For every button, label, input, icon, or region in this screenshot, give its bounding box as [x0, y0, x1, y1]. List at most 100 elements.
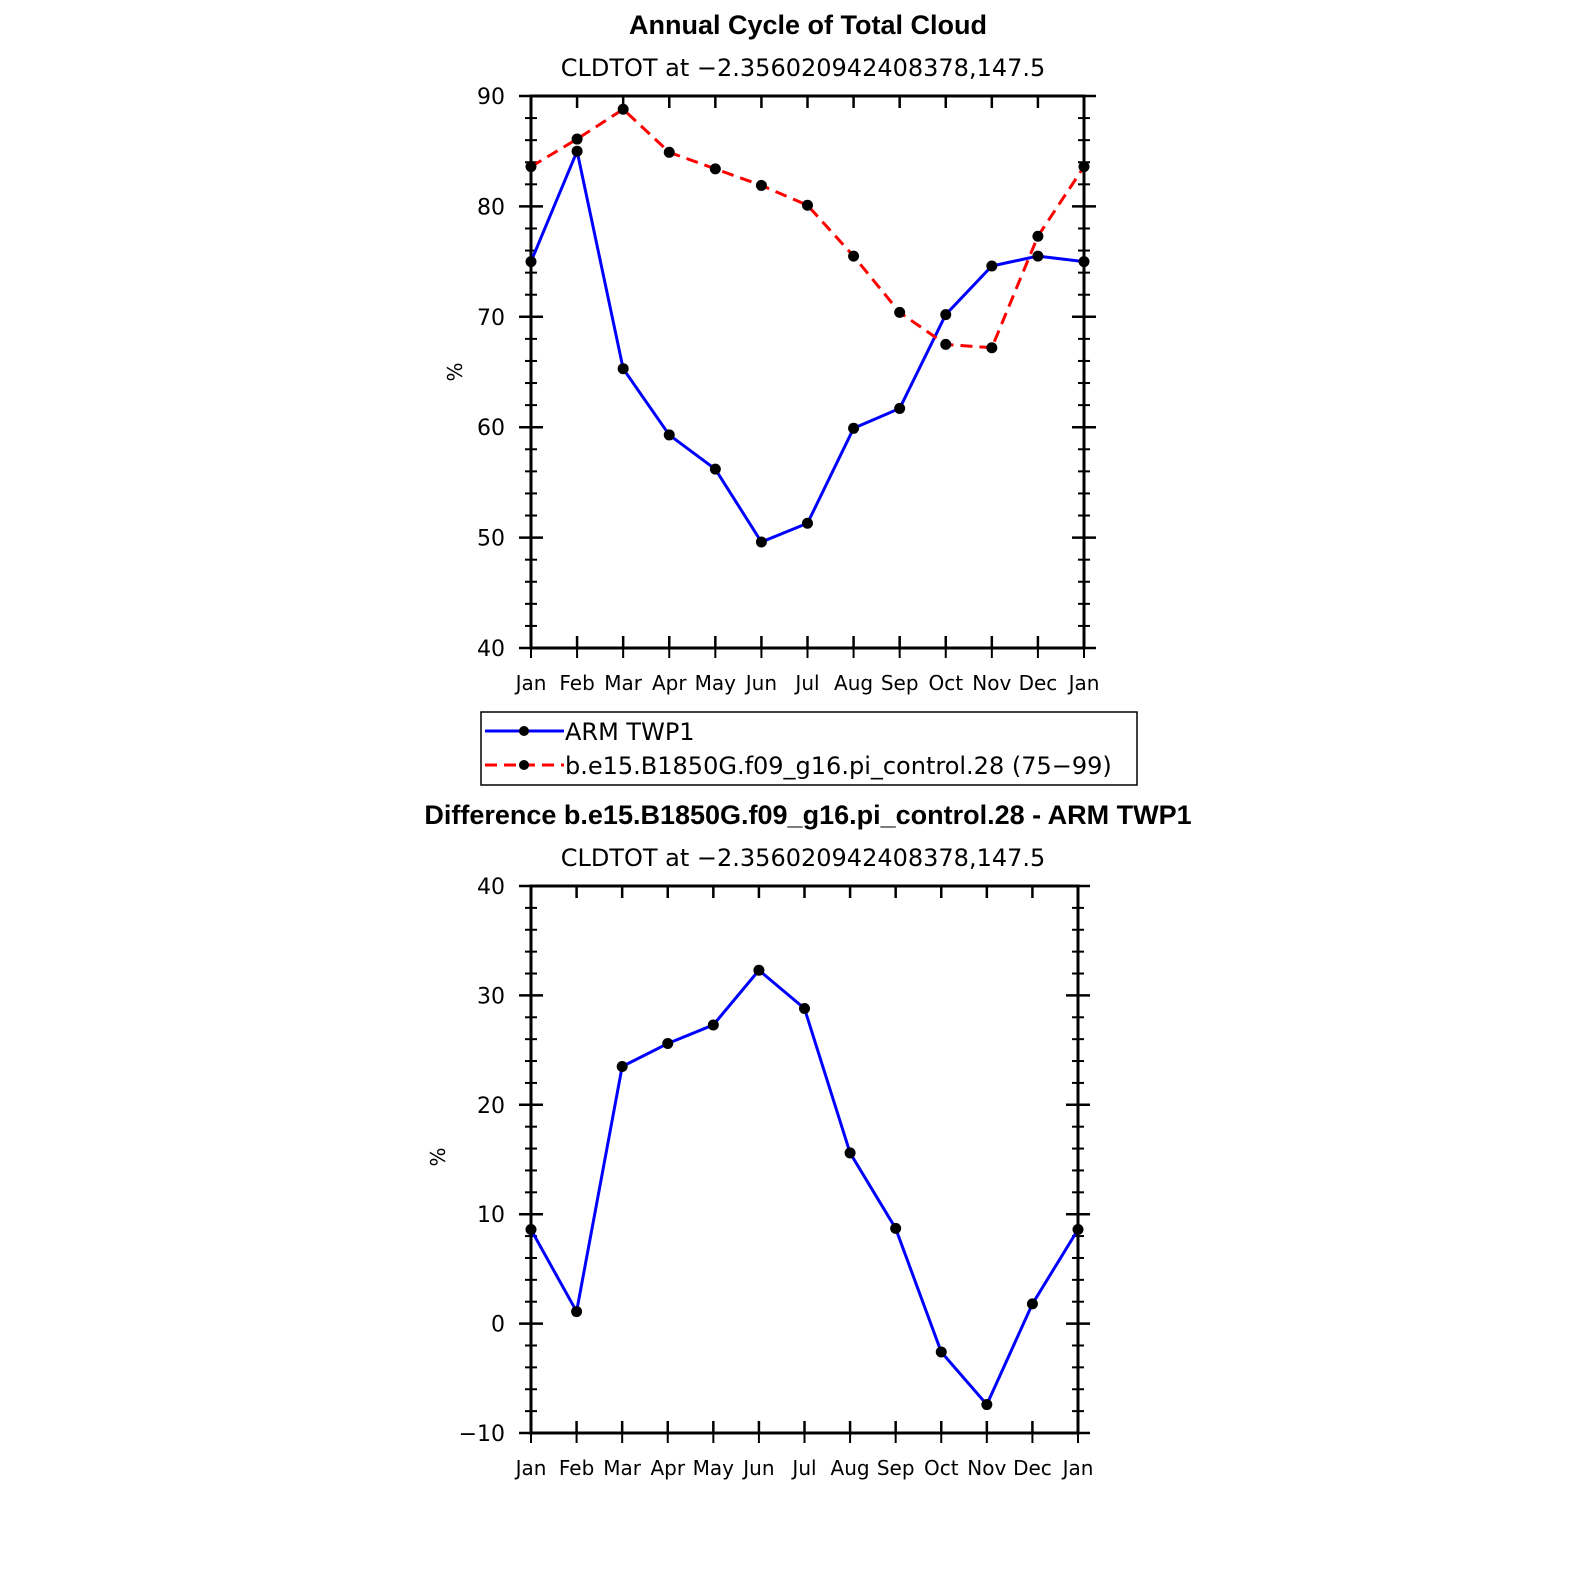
- x-tick-label: Sep: [877, 1456, 915, 1480]
- x-tick-label: Aug: [834, 671, 873, 695]
- data-point: [848, 422, 860, 434]
- x-tick-label: Dec: [1019, 671, 1058, 695]
- data-point: [986, 342, 998, 354]
- data-point: [848, 250, 860, 262]
- data-point: [799, 1003, 810, 1015]
- y-tick-label: 30: [477, 984, 505, 1009]
- data-point: [663, 429, 675, 441]
- data-point: [890, 1222, 902, 1234]
- y-tick-label: 20: [477, 1094, 505, 1119]
- data-point: [1032, 230, 1044, 242]
- x-tick-label: Jul: [790, 1456, 816, 1480]
- y-tick-label: 90: [477, 85, 505, 110]
- x-tick-label: Oct: [924, 1456, 959, 1480]
- legend-label-arm: ARM TWP1: [565, 718, 695, 746]
- data-point: [940, 309, 952, 321]
- data-point: [1072, 1224, 1084, 1236]
- data-point: [617, 103, 629, 115]
- data-point: [525, 1224, 537, 1236]
- x-tick-label: May: [695, 671, 737, 695]
- data-point: [894, 402, 906, 414]
- y-tick-label: 70: [477, 306, 505, 331]
- y-tick-label: 10: [477, 1203, 505, 1228]
- y-tick-label: −10: [459, 1422, 505, 1447]
- data-point: [986, 260, 998, 272]
- axis-ticks: [519, 884, 1090, 1443]
- legend-marker-arm: [519, 726, 529, 736]
- legend-label-model: b.e15.B1850G.f09_g16.pi_control.28 (75−9…: [565, 752, 1112, 780]
- y-tick-label: 60: [477, 416, 505, 441]
- x-tick-label: Jan: [1067, 671, 1100, 695]
- chart-subtitle: CLDTOT at −2.356020942408378,147.5: [561, 844, 1046, 872]
- data-point: [894, 306, 906, 318]
- data-point: [802, 199, 813, 211]
- data-point: [707, 1019, 719, 1031]
- x-tick-label: Jan: [514, 671, 547, 695]
- chart-subtitle: CLDTOT at −2.356020942408378,147.5: [561, 54, 1046, 82]
- annual-cycle-chart: Annual Cycle of Total Cloud CLDTOT at −2…: [443, 10, 1099, 695]
- x-tick-label: Apr: [650, 1456, 685, 1480]
- x-tick-label: Aug: [831, 1456, 870, 1480]
- data-point: [616, 1061, 628, 1073]
- x-tick-label: Feb: [559, 671, 594, 695]
- x-tick-label: Apr: [652, 671, 687, 695]
- x-tick-labels: Jan Feb Mar Apr May Jun Jul Aug Sep Oct Nov Dec Jan: [514, 671, 1100, 695]
- y-tick-label: 80: [477, 195, 505, 220]
- x-tick-label: Nov: [967, 1456, 1006, 1480]
- data-point: [802, 517, 813, 529]
- x-tick-labels: Jan Feb Mar Apr May Jun Jul Aug Sep Oct Nov Dec Jan: [514, 1456, 1094, 1480]
- x-tick-label: Jan: [514, 1456, 547, 1480]
- data-point: [571, 1306, 583, 1318]
- x-tick-label: Jun: [741, 1456, 774, 1480]
- data-point: [1026, 1298, 1038, 1310]
- data-point: [663, 146, 675, 158]
- legend-marker-model: [519, 760, 529, 770]
- x-tick-label: Nov: [972, 671, 1011, 695]
- axis-ticks: [519, 94, 1096, 658]
- legend: ARM TWP1 b.e15.B1850G.f09_g16.pi_control…: [480, 711, 1138, 786]
- chart-title: Annual Cycle of Total Cloud: [629, 10, 987, 40]
- series-line: [530, 107, 1086, 350]
- data-point: [844, 1147, 856, 1159]
- data-point: [1078, 256, 1090, 268]
- x-tick-label: Oct: [928, 671, 963, 695]
- plot-frame: [529, 884, 1080, 1435]
- x-tick-label: Dec: [1013, 1456, 1052, 1480]
- data-point: [662, 1038, 674, 1050]
- chart-title: Difference b.e15.B1850G.f09_g16.pi_contr…: [424, 800, 1191, 830]
- x-tick-label: Mar: [604, 671, 643, 695]
- data-marks: [525, 964, 1084, 1411]
- y-tick-labels: −10 0 10 20 30 40: [459, 875, 505, 1447]
- y-tick-label: 40: [477, 637, 505, 662]
- series-line: [529, 968, 1080, 1407]
- data-point: [755, 179, 767, 191]
- data-point: [617, 363, 629, 375]
- data-point: [525, 161, 537, 173]
- data-point: [755, 536, 767, 548]
- data-point: [709, 463, 721, 475]
- data-point: [1032, 250, 1044, 262]
- data-point: [753, 964, 765, 976]
- y-axis-label: %: [426, 1147, 450, 1166]
- data-point: [935, 1346, 947, 1358]
- y-tick-label: 0: [491, 1313, 505, 1338]
- x-tick-label: Jul: [793, 671, 819, 695]
- data-point: [571, 133, 583, 145]
- y-tick-label: 40: [477, 875, 505, 900]
- x-tick-label: Jun: [744, 671, 777, 695]
- data-marks: [525, 103, 1090, 548]
- y-tick-label: 50: [477, 527, 505, 552]
- data-point: [525, 256, 537, 268]
- data-point: [571, 145, 583, 157]
- legend-box: [480, 711, 1138, 786]
- difference-chart: Difference b.e15.B1850G.f09_g16.pi_contr…: [424, 800, 1191, 1480]
- data-point: [981, 1399, 993, 1411]
- data-point: [709, 163, 721, 175]
- y-axis-label: %: [443, 362, 467, 381]
- y-tick-labels: 40 50 60 70 80 90: [477, 85, 505, 662]
- x-tick-label: Feb: [559, 1456, 594, 1480]
- data-point: [940, 338, 952, 350]
- x-tick-label: Sep: [881, 671, 919, 695]
- data-point: [1078, 161, 1090, 173]
